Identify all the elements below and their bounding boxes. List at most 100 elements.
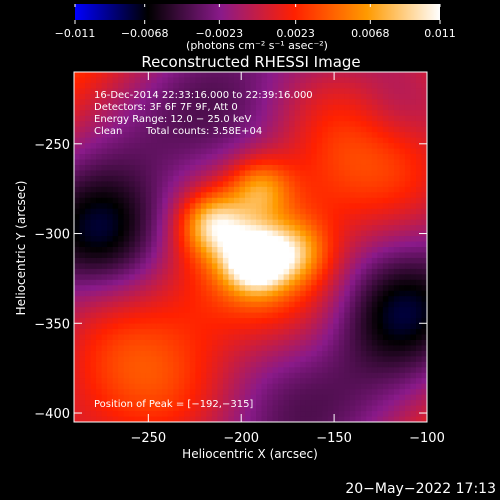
heatmap-cell bbox=[344, 137, 351, 144]
heatmap-cell bbox=[239, 154, 246, 161]
heatmap-cell bbox=[421, 296, 427, 303]
heatmap-cell bbox=[200, 411, 207, 418]
heatmap-cell bbox=[333, 93, 340, 100]
heatmap-cell bbox=[233, 263, 241, 270]
heatmap-cell bbox=[85, 148, 92, 155]
heatmap-cell bbox=[360, 411, 367, 418]
heatmap-cell bbox=[151, 411, 158, 418]
heatmap-cell bbox=[300, 296, 307, 303]
heatmap-cell bbox=[74, 126, 81, 133]
heatmap-cell bbox=[123, 389, 130, 396]
heatmap-cell bbox=[366, 405, 373, 412]
heatmap-cell bbox=[129, 192, 136, 199]
heatmap-cell bbox=[322, 72, 329, 79]
heatmap-cell bbox=[96, 208, 103, 215]
heatmap-cell bbox=[211, 296, 219, 303]
heatmap-cell bbox=[200, 405, 207, 412]
heatmap-cell bbox=[151, 236, 158, 243]
heatmap-cell bbox=[85, 159, 92, 166]
heatmap-cell bbox=[74, 356, 81, 363]
heatmap-cell bbox=[79, 339, 86, 347]
heatmap-cell bbox=[244, 339, 252, 347]
heatmap-cell bbox=[322, 405, 329, 412]
heatmap-cell bbox=[107, 247, 114, 254]
heatmap-cell bbox=[267, 203, 274, 210]
annotation-energy-range: Energy Range: 12.0 − 25.0 keV bbox=[94, 114, 251, 125]
heatmap-cell bbox=[261, 400, 268, 407]
heatmap-cell bbox=[112, 268, 119, 275]
heatmap-cell bbox=[233, 307, 241, 314]
heatmap-cell bbox=[250, 372, 257, 379]
heatmap-cell bbox=[410, 99, 417, 106]
heatmap-cell bbox=[338, 345, 345, 352]
heatmap-cell bbox=[239, 219, 246, 226]
heatmap-cell bbox=[344, 126, 351, 133]
heatmap-cell bbox=[90, 225, 97, 232]
heatmap-cell bbox=[118, 411, 125, 418]
heatmap-cell bbox=[393, 203, 401, 210]
heatmap-cell bbox=[382, 225, 389, 232]
heatmap-cell bbox=[101, 400, 108, 407]
heatmap-cell bbox=[244, 400, 252, 407]
heatmap-cell bbox=[294, 318, 301, 325]
heatmap-cell bbox=[404, 405, 412, 412]
heatmap-cell bbox=[382, 236, 389, 243]
heatmap-cell bbox=[289, 263, 296, 270]
heatmap-cell bbox=[294, 104, 301, 111]
heatmap-cell bbox=[333, 203, 340, 210]
heatmap-cell bbox=[112, 263, 119, 270]
heatmap-cell bbox=[322, 143, 329, 150]
heatmap-cell bbox=[134, 126, 141, 133]
heatmap-cell bbox=[145, 329, 152, 336]
heatmap-cell bbox=[366, 400, 373, 407]
heatmap-cell bbox=[228, 307, 235, 314]
heatmap-cell bbox=[305, 236, 312, 243]
heatmap-cell bbox=[118, 345, 125, 352]
heatmap-cell bbox=[118, 394, 125, 401]
heatmap-cell bbox=[123, 416, 130, 422]
heatmap-cell bbox=[256, 197, 263, 204]
heatmap-cell bbox=[118, 181, 125, 188]
heatmap-cell bbox=[349, 154, 356, 161]
heatmap-cell bbox=[311, 345, 318, 352]
heatmap-cell bbox=[338, 372, 345, 379]
heatmap-cell bbox=[85, 132, 92, 139]
heatmap-cell bbox=[228, 181, 235, 188]
heatmap-cell bbox=[300, 72, 307, 79]
heatmap-cell bbox=[388, 225, 395, 232]
heatmap-cell bbox=[294, 247, 301, 254]
heatmap-cell bbox=[360, 137, 367, 144]
heatmap-cell bbox=[300, 154, 307, 161]
heatmap-cell bbox=[90, 334, 97, 341]
heatmap-cell bbox=[393, 378, 401, 385]
heatmap-cell bbox=[338, 77, 345, 84]
heatmap-cell bbox=[233, 334, 241, 341]
heatmap-cell bbox=[382, 208, 389, 215]
heatmap-cell bbox=[333, 164, 340, 172]
heatmap-cell bbox=[278, 285, 285, 292]
heatmap-cell bbox=[195, 301, 202, 308]
heatmap-cell bbox=[134, 405, 141, 412]
heatmap-cell bbox=[355, 143, 362, 150]
heatmap-cell bbox=[200, 197, 207, 204]
heatmap-cell bbox=[134, 93, 141, 100]
heatmap-cell bbox=[167, 350, 174, 357]
heatmap-cell bbox=[338, 285, 345, 292]
heatmap-cell bbox=[184, 268, 191, 275]
heatmap-cell bbox=[355, 77, 362, 84]
heatmap-cell bbox=[300, 339, 307, 347]
heatmap-cell bbox=[112, 82, 119, 90]
heatmap-cell bbox=[415, 301, 423, 308]
heatmap-cell bbox=[278, 378, 285, 385]
x-tick-label: −100 bbox=[409, 431, 445, 446]
heatmap-cell bbox=[289, 257, 296, 265]
heatmap-cell bbox=[333, 104, 340, 111]
heatmap-cell bbox=[156, 279, 163, 286]
heatmap-cell bbox=[305, 181, 312, 188]
heatmap-cell bbox=[289, 350, 296, 357]
heatmap-cell bbox=[382, 416, 389, 422]
heatmap-cell bbox=[349, 329, 356, 336]
heatmap-cell bbox=[217, 356, 224, 363]
heatmap-cell bbox=[228, 214, 235, 221]
heatmap-cell bbox=[366, 274, 373, 281]
